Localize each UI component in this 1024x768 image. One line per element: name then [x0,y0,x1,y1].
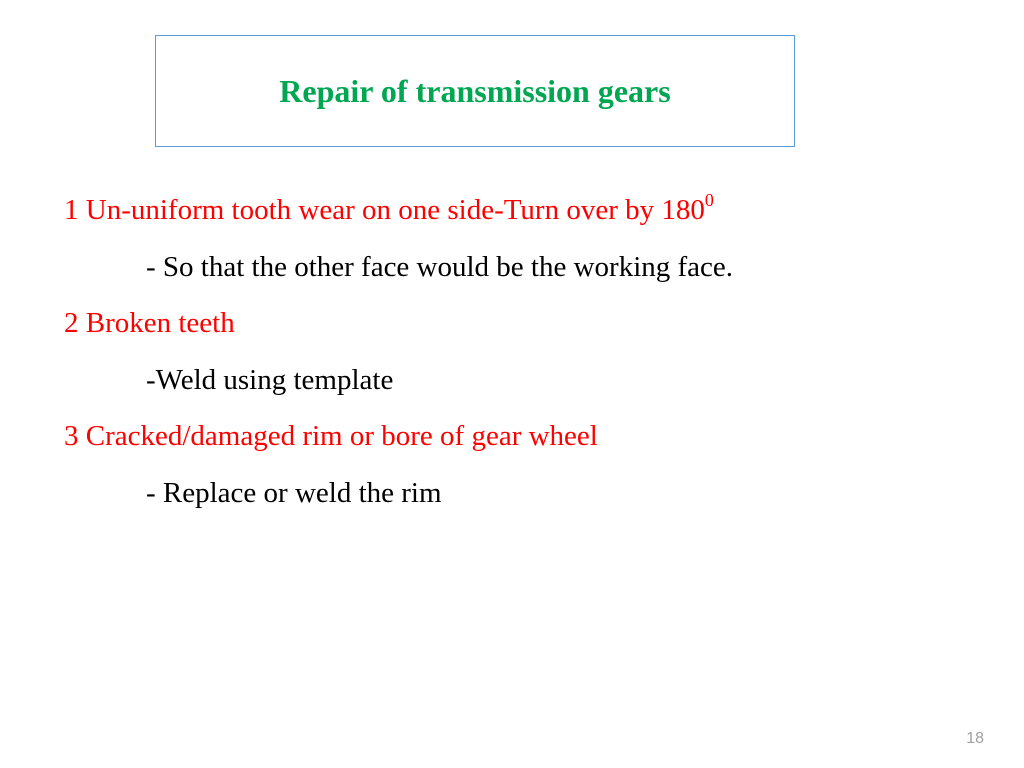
item-3-heading: 3 Cracked/damaged rim or bore of gear wh… [64,408,974,465]
item-1-heading: 1 Un-uniform tooth wear on one side-Turn… [64,182,974,239]
title-container: Repair of transmission gears [155,35,795,147]
item-1-heading-text: 1 Un-uniform tooth wear on one side-Turn… [64,194,705,226]
content-area: 1 Un-uniform tooth wear on one side-Turn… [64,182,974,521]
item-2-heading: 2 Broken teeth [64,295,974,352]
page-number: 18 [966,730,984,748]
item-2-detail: -Weld using template [64,352,974,409]
item-1-detail: - So that the other face would be the wo… [64,239,974,296]
slide-title: Repair of transmission gears [279,73,670,110]
item-3-detail: - Replace or weld the rim [64,465,974,522]
item-1-superscript: 0 [705,190,714,210]
